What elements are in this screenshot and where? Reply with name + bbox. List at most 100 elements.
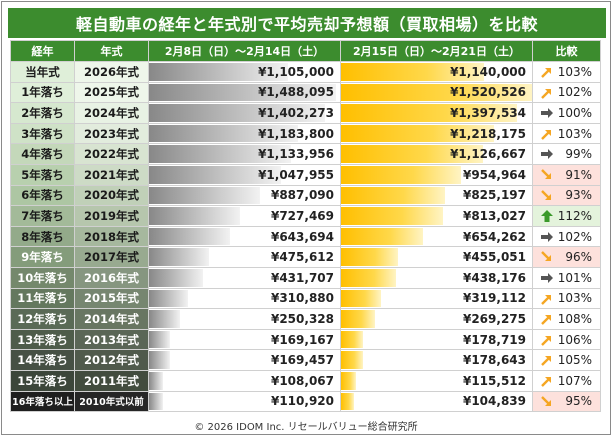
year-cell: 2025年式 [74, 81, 149, 104]
chart-title: 軽自動車の経年と年式別で平均売却予想額（買取相場）を比較 [8, 8, 606, 38]
age-cell: 7年落ち [10, 205, 75, 227]
price-cell-period-2: ¥1,126,667 [340, 143, 533, 165]
price-cell-period-2: ¥178,719 [340, 328, 533, 351]
price-bar-period-1 [149, 63, 288, 81]
table-row: 14年落ち 2012年式 ¥169,457 ¥178,643 105% [10, 349, 601, 371]
arrow-up-icon [539, 208, 555, 224]
age-cell: 6年落ち [10, 184, 75, 207]
arrow-up-right-icon [539, 291, 555, 307]
price-label-period-1: ¥1,183,800 [258, 126, 334, 141]
year-cell: 2010年式以前 [74, 390, 149, 413]
arrow-right-icon [539, 146, 555, 162]
year-cell: 2023年式 [74, 122, 149, 145]
table-row: 12年落ち 2014年式 ¥250,328 ¥269,275 108% [10, 308, 601, 330]
price-bar-period-2 [341, 371, 356, 390]
ratio-cell: 93% [532, 184, 601, 207]
price-bar-period-2 [341, 207, 444, 225]
arrow-up-right-icon [539, 126, 555, 142]
arrow-up-right-icon [539, 332, 555, 348]
ratio-label: 99% [565, 147, 592, 162]
ratio-cell: 108% [532, 308, 601, 330]
ratio-cell: 107% [532, 369, 601, 392]
price-bar-period-1 [149, 186, 261, 205]
price-bar-period-2 [341, 330, 364, 349]
ratio-cell: 103% [532, 61, 601, 83]
table-row: 4年落ち 2022年式 ¥1,133,956 ¥1,126,667 99% [10, 143, 601, 165]
price-label-period-2: ¥813,027 [462, 208, 526, 223]
header-age: 経年 [10, 40, 75, 62]
price-cell-period-1: ¥310,880 [148, 287, 341, 310]
price-bar-period-2 [341, 248, 399, 266]
price-cell-period-2: ¥1,520,526 [340, 81, 533, 104]
ratio-cell: 102% [532, 225, 601, 248]
arrow-down-right-icon [539, 249, 555, 265]
arrow-down-right-icon [539, 167, 555, 183]
price-label-period-2: ¥178,643 [462, 353, 526, 368]
price-cell-period-2: ¥1,397,534 [340, 102, 533, 124]
price-label-period-1: ¥169,457 [270, 353, 334, 368]
ratio-cell: 101% [532, 266, 601, 289]
price-bar-period-1 [149, 392, 163, 411]
table-row: 16年落ち以上 2010年式以前 ¥110,920 ¥104,839 95% [10, 390, 601, 413]
ratio-label: 96% [565, 250, 592, 265]
table-row: 2年落ち 2024年式 ¥1,402,273 ¥1,397,534 100% [10, 102, 601, 124]
price-cell-period-1: ¥475,612 [148, 246, 341, 268]
ratio-label: 95% [565, 394, 592, 409]
table-row: 10年落ち 2016年式 ¥431,707 ¥438,176 101% [10, 266, 601, 289]
ratio-cell: 100% [532, 102, 601, 124]
price-cell-period-1: ¥1,488,095 [148, 81, 341, 104]
price-label-period-1: ¥643,694 [270, 229, 334, 244]
price-label-period-1: ¥108,067 [270, 373, 334, 388]
ratio-label: 91% [565, 167, 592, 182]
ratio-label: 103% [557, 291, 592, 306]
price-bar-period-1 [149, 124, 298, 143]
price-bar-period-2 [341, 104, 517, 122]
age-cell: 5年落ち [10, 163, 75, 186]
price-label-period-1: ¥1,133,956 [258, 147, 334, 162]
price-cell-period-2: ¥825,197 [340, 184, 533, 207]
age-cell: 12年落ち [10, 308, 75, 330]
ratio-label: 107% [557, 373, 592, 388]
header-year: 年式 [74, 40, 149, 62]
header-period-2: 2月15日（日）～2月21日（土） [340, 40, 533, 62]
price-label-period-2: ¥1,397,534 [450, 105, 526, 120]
price-cell-period-1: ¥108,067 [148, 369, 341, 392]
year-cell: 2020年式 [74, 184, 149, 207]
year-cell: 2016年式 [74, 266, 149, 289]
year-cell: 2019年式 [74, 205, 149, 227]
age-cell: 15年落ち [10, 369, 75, 392]
year-cell: 2022年式 [74, 143, 149, 165]
price-cell-period-2: ¥954,964 [340, 163, 533, 186]
price-bar-period-2 [341, 392, 355, 411]
ratio-cell: 91% [532, 163, 601, 186]
price-cell-period-2: ¥1,140,000 [340, 61, 533, 83]
ratio-label: 106% [557, 332, 592, 347]
year-cell: 2011年式 [74, 369, 149, 392]
price-table: 経年 年式 2月8日（日）～2月14日（土） 2月15日（日）～2月21日（土）… [10, 40, 601, 413]
price-bar-period-1 [149, 268, 204, 287]
ratio-label: 103% [557, 64, 592, 79]
ratio-label: 102% [557, 85, 592, 100]
table-row: 当年式 2026年式 ¥1,105,000 ¥1,140,000 103% [10, 61, 601, 83]
price-cell-period-1: ¥250,328 [148, 308, 341, 330]
ratio-cell: 105% [532, 349, 601, 371]
price-cell-period-1: ¥1,183,800 [148, 122, 341, 145]
price-label-period-2: ¥178,719 [462, 332, 526, 347]
price-bar-period-2 [341, 145, 483, 163]
price-bar-period-1 [149, 371, 163, 390]
price-label-period-1: ¥887,090 [270, 188, 334, 203]
price-label-period-2: ¥1,140,000 [450, 64, 526, 79]
price-cell-period-1: ¥727,469 [148, 205, 341, 227]
age-cell: 13年落ち [10, 328, 75, 351]
ratio-cell: 103% [532, 287, 601, 310]
age-cell: 9年落ち [10, 246, 75, 268]
ratio-label: 108% [557, 311, 592, 326]
price-label-period-1: ¥310,880 [270, 291, 334, 306]
arrow-up-right-icon [539, 352, 555, 368]
price-label-period-2: ¥954,964 [462, 167, 526, 182]
price-cell-period-1: ¥1,047,955 [148, 163, 341, 186]
price-cell-period-1: ¥1,402,273 [148, 102, 341, 124]
price-bar-period-2 [341, 310, 375, 328]
price-cell-period-2: ¥178,643 [340, 349, 533, 371]
year-cell: 2021年式 [74, 163, 149, 186]
